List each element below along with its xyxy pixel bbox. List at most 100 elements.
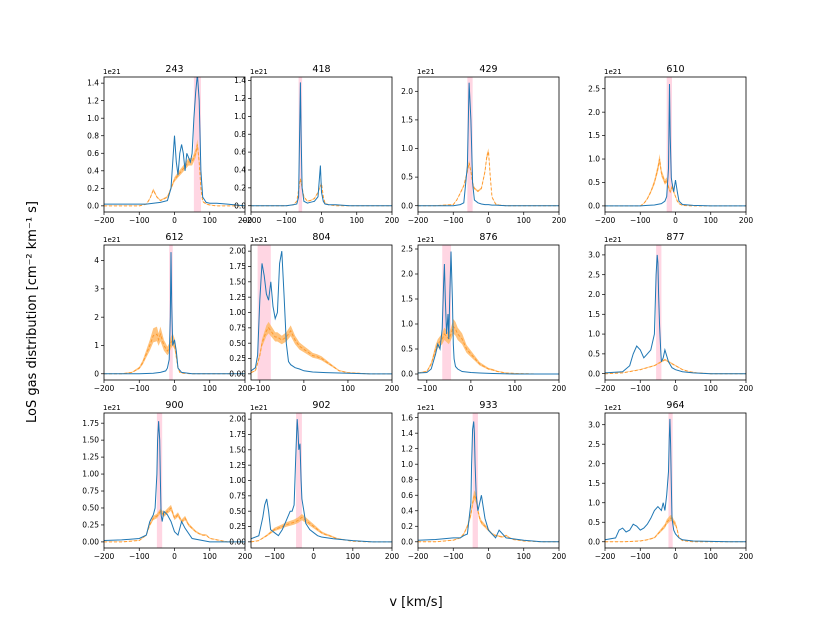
x-tick-label: 100 (704, 384, 719, 393)
x-tick-label: 100 (203, 384, 218, 393)
x-tick-label: 100 (508, 384, 523, 393)
panel-title: 933 (479, 400, 497, 411)
y-tick-label: 1.00 (229, 476, 246, 485)
y-tick-label: 2.5 (588, 270, 600, 279)
x-tick-label: 200 (238, 216, 253, 225)
subplot-612: −200 −100 0 100 200 0 1 2 3 4 612 1e21 (94, 232, 253, 393)
observed-line (605, 83, 746, 207)
x-tick-label: −100 (129, 216, 150, 225)
x-tick-label: 100 (517, 216, 532, 225)
observed-line (605, 254, 746, 375)
x-tick-label: 0 (486, 216, 491, 225)
y-tick-label: 1.50 (229, 277, 246, 286)
y-tick-label: 2.5 (588, 440, 600, 449)
y-tick-label: 2.0 (588, 459, 600, 468)
x-tick-label: −100 (264, 552, 285, 561)
observed-line (104, 421, 245, 543)
y-tick-label: 1.50 (82, 436, 99, 445)
y-tick-label: 1.0 (87, 114, 99, 123)
panel-title: 964 (666, 400, 684, 411)
y-axis-label: LoS gas distribution [cm⁻² km⁻¹ s] (25, 201, 40, 423)
y-tick-label: 2.00 (229, 247, 246, 256)
x-tick-label: −200 (595, 552, 616, 561)
axes-frame (103, 244, 246, 381)
y-tick-label: 0.5 (588, 349, 600, 358)
y-tick-label: 1.00 (82, 470, 99, 479)
plot-area (104, 77, 245, 207)
x-tick-label: 100 (341, 384, 356, 393)
y-tick-label: 1.0 (401, 460, 413, 469)
x-tick-label: −200 (595, 384, 616, 393)
x-tick-label: 200 (238, 552, 253, 561)
axes-frame (250, 412, 393, 549)
y-tick-label: 1.5 (588, 310, 600, 319)
model-line (251, 326, 392, 375)
y-tick-label: 2.0 (588, 290, 600, 299)
x-tick-label: 100 (346, 552, 361, 561)
plot-area (605, 254, 746, 375)
x-tick-label: 0 (301, 384, 306, 393)
x-tick-label: −100 (417, 384, 438, 393)
y-tick-label: 1 (94, 341, 99, 350)
y-tick-label: 1.0 (588, 498, 600, 507)
x-tick-label: −100 (630, 384, 651, 393)
x-tick-label: 100 (517, 552, 532, 561)
y-tick-label: 1.25 (82, 453, 99, 462)
observed-line (104, 77, 245, 207)
y-tick-label: 0.25 (82, 521, 99, 530)
x-tick-label: 200 (552, 384, 567, 393)
y-tick-label: 0.5 (588, 178, 600, 187)
plot-area (104, 252, 245, 375)
y-tick-label: 3.0 (588, 420, 600, 429)
x-tick-label: −200 (408, 552, 429, 561)
y-tick-label: 2.0 (401, 87, 413, 96)
y-tick-label: 1.0 (401, 320, 413, 329)
plot-area (418, 82, 559, 207)
y-tick-label: 1.4 (401, 429, 413, 438)
y-tick-label: 1.2 (234, 94, 246, 103)
y-tick-label: 1.4 (234, 76, 246, 85)
x-tick-label: 200 (238, 384, 253, 393)
axes-frame (103, 76, 246, 213)
y-tick-label: 1.25 (229, 293, 246, 302)
y-tick-label: 1.50 (229, 445, 246, 454)
x-tick-label: 100 (203, 216, 218, 225)
y-tick-label: 0.8 (87, 131, 99, 140)
panel-title: 610 (666, 64, 684, 75)
y-tick-label: 0.00 (229, 537, 246, 546)
y-tick-label: 0.4 (87, 166, 99, 175)
highlight-band (298, 77, 303, 212)
scale-offset-label: 1e21 (604, 236, 622, 244)
x-tick-label: 200 (385, 216, 400, 225)
y-tick-label: 0.6 (234, 148, 246, 157)
y-tick-label: 0.0 (588, 537, 600, 546)
plot-area (605, 418, 746, 543)
x-tick-label: −100 (129, 384, 150, 393)
panel-title: 418 (312, 64, 330, 75)
y-tick-label: 3 (94, 284, 99, 293)
panel-title: 429 (479, 64, 497, 75)
highlight-band (296, 413, 302, 548)
y-tick-label: 2 (94, 313, 99, 322)
plot-area (418, 421, 559, 543)
y-tick-label: 1.75 (229, 430, 246, 439)
x-tick-label: 0 (673, 384, 678, 393)
observed-line (418, 82, 559, 207)
plot-area (104, 421, 245, 543)
y-tick-label: 1.0 (588, 330, 600, 339)
model-line (418, 151, 559, 207)
model-line (605, 517, 746, 543)
observed-line (251, 82, 392, 207)
highlight-band (666, 77, 672, 212)
panel-title: 243 (165, 64, 183, 75)
y-tick-label: 0.8 (234, 130, 246, 139)
scale-offset-label: 1e21 (103, 404, 121, 412)
x-tick-label: 200 (739, 552, 754, 561)
x-axis-label: v [km/s] (389, 595, 442, 610)
y-tick-label: 0.4 (401, 506, 413, 515)
x-tick-label: −100 (443, 216, 464, 225)
axes-frame (417, 412, 560, 549)
subplot-964: −200 −100 0 100 200 0.0 0.5 1.0 1.5 2.0 2.5 3.0 964 1… (588, 400, 753, 561)
y-tick-label: 0.6 (87, 149, 99, 158)
